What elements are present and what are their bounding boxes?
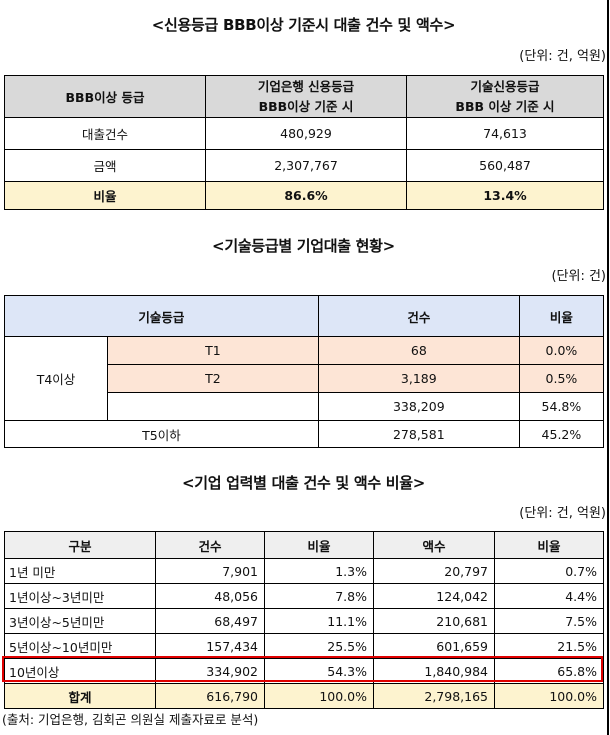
table-row: T5이하 278,581 45.2% [4, 420, 605, 448]
highlight-box [2, 656, 603, 682]
table-row: T4이상 T1 68 0.0% [4, 336, 605, 421]
table-row: T2 3,189 0.5% [5, 364, 605, 393]
section3-title: <기업 업력별 대출 건수 및 액수 비율> [181, 474, 426, 492]
source-note: (출처: 기업은행, 김회곤 의원실 제출자료로 분석) [2, 712, 259, 727]
table-row: 5년이상~10년미만 157,434 25.5% 601,659 21.5% [4, 633, 604, 659]
section2-title: <기술등급별 기업대출 현황> [212, 237, 395, 255]
header-ratio: 비율 [518, 295, 605, 337]
table-row: 대출건수 480,929 74,613 [4, 117, 604, 150]
header-bbb-grade: BBB이상 등급 [4, 75, 206, 118]
table-row: 1년 미만 7,901 1.3% 20,797 0.7% [4, 558, 604, 584]
table-row: 3년이상~5년미만 68,497 11.1% 210,681 7.5% [4, 608, 604, 634]
tech-grade-table: 기술등급 건수 비율 T4이상 T1 68 0.0% T2 3,189 0.5%… [4, 295, 605, 448]
section1-title: <신용등급 BBB이상 기준시 대출 건수 및 액수> [151, 16, 456, 34]
credit-grade-table: BBB이상 등급 기업은행 신용등급 BBB이상 기준 시 기술신용등급 BBB 이… [4, 75, 604, 210]
table-row-ratio: 비율 86.6% 13.4% [4, 181, 604, 210]
header-count: 건수 [317, 295, 520, 337]
group-t4: T4이상 [4, 336, 108, 421]
section2-unit: (단위: 건) [551, 269, 606, 284]
header-ibk: 기업은행 신용등급 BBB이상 기준 시 [205, 75, 407, 118]
business-age-table: 구분 건수 비율 액수 비율 1년 미만 7,901 1.3% 20,797 0.7% … [4, 531, 604, 709]
table-row-highlighted: 10년이상 334,902 54.3% 1,840,984 65.8% [4, 658, 604, 684]
table-row: 1년이상~3년미만 48,056 7.8% 124,042 4.4% [4, 583, 604, 609]
table-row: 금액 2,307,767 560,487 [4, 149, 604, 182]
header-tech: 기술신용등급 BBB 이상 기준 시 [406, 75, 604, 118]
section1-unit: (단위: 건, 억원) [519, 49, 606, 64]
section3-unit: (단위: 건, 억원) [519, 506, 606, 521]
header-tech-grade: 기술등급 [4, 295, 319, 337]
table-row-total: 합계 616,790 100.0% 2,798,165 100.0% [4, 683, 604, 709]
page-border-line [607, 0, 609, 735]
